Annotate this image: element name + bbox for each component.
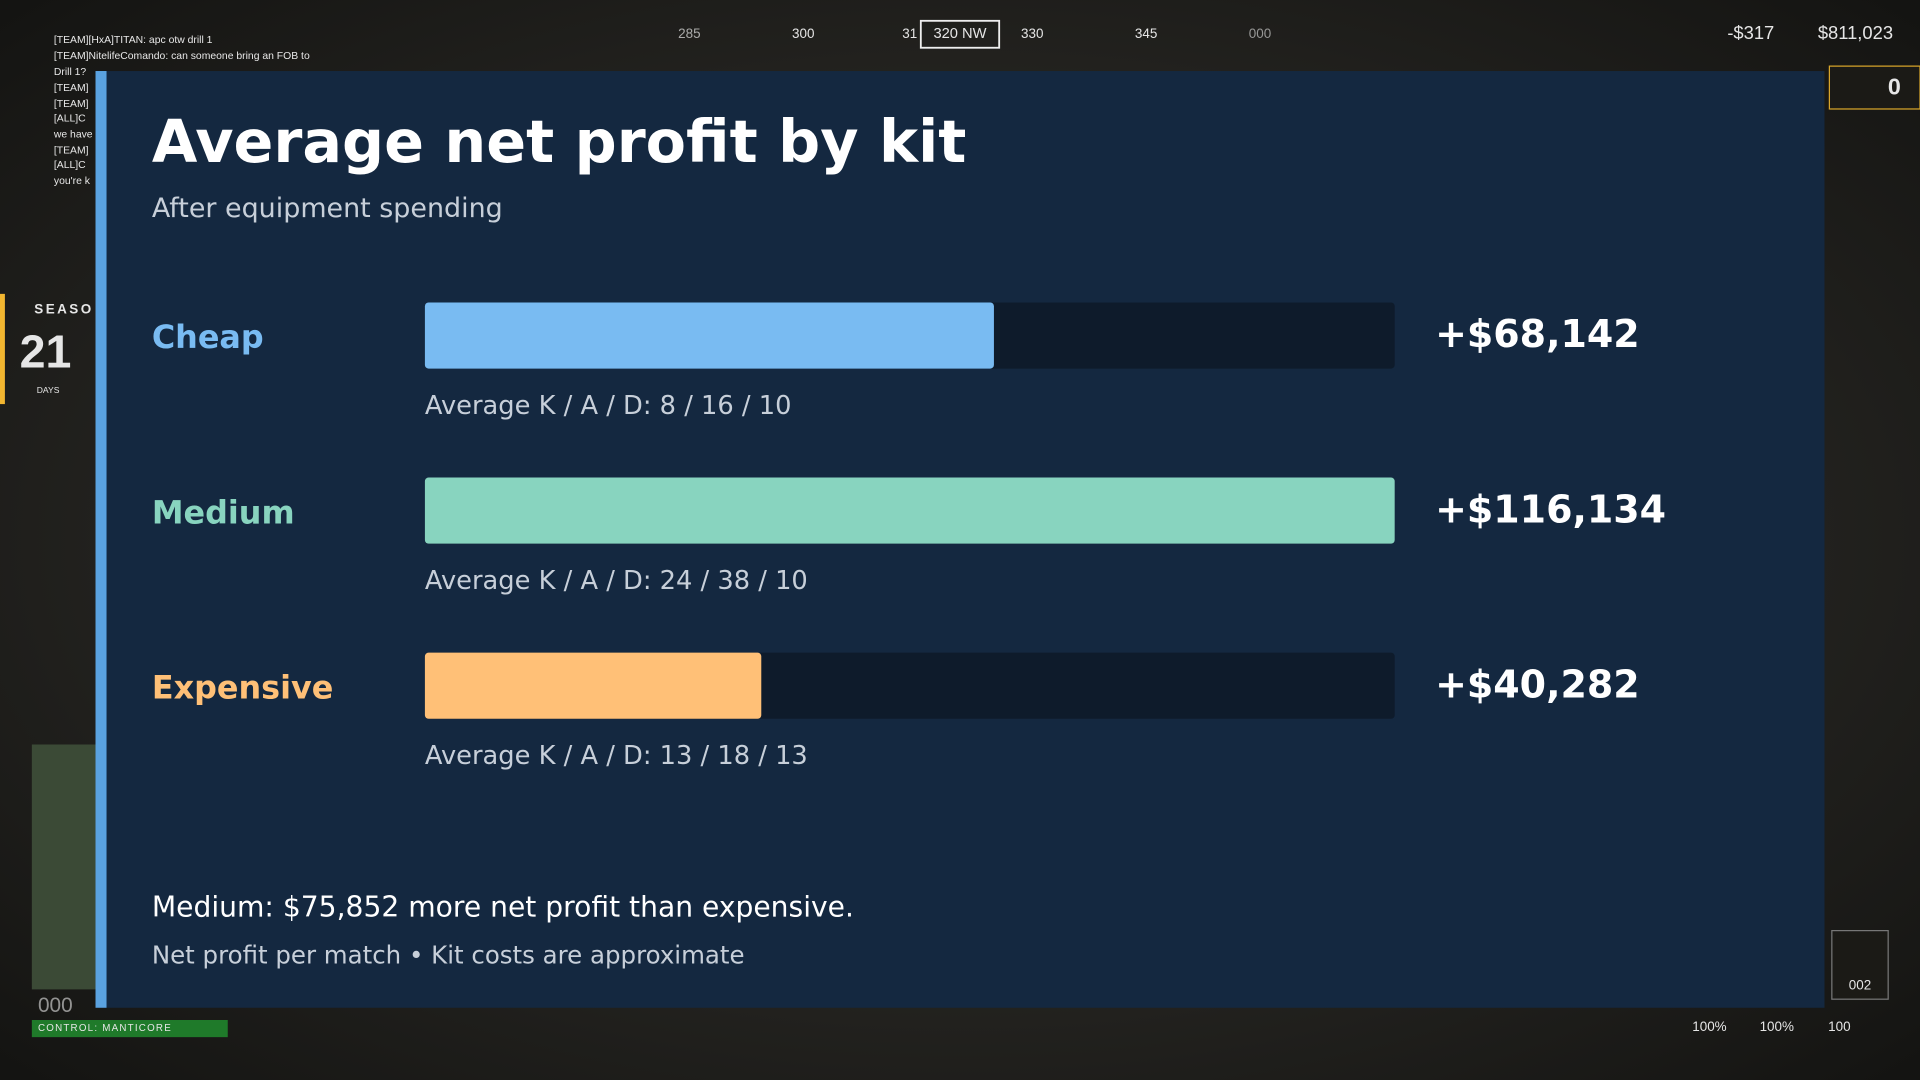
control: CONTROL: MANTICORE [38,1023,172,1034]
score: 000 [38,994,73,1017]
panel-accent [95,71,107,1008]
value-label: +$68,142 [1435,312,1640,356]
kda-annotation: Average K / A / D: 13 / 18 / 13 [425,741,808,771]
compass-label: 000 [1249,26,1271,41]
category-label: Expensive [152,668,333,706]
source-note: Net profit per match • Kit costs are app… [152,940,745,969]
bar [424,477,1395,544]
money: $811,023 [1818,22,1893,43]
season-accent [0,293,5,405]
chat-line: you're k [54,176,91,187]
value-label: +$40,282 [1435,662,1640,706]
compass-label: 345 [1135,26,1157,41]
compass-label: 31 [902,26,917,41]
chat-line: [ALL]C [54,114,86,125]
season: SEASO [34,301,93,316]
ammo-box [1831,930,1889,1000]
compass-label: 330 [1021,26,1043,41]
bar [424,302,994,369]
compass-label: 285 [678,26,700,41]
footnote: Medium: $75,852 more net profit than exp… [152,891,854,924]
status: 100% [1760,1019,1794,1034]
compass-heading: 320 NW [933,26,986,42]
value-label: +$116,134 [1435,487,1666,531]
gold-box [1828,65,1920,110]
chat-line: [ALL]C [54,160,86,171]
compass-box [919,19,1001,49]
ammo: 002 [1849,977,1871,992]
days-value: 21 [20,325,72,377]
category-label: Medium [152,493,295,531]
status: 100% [1692,1019,1726,1034]
bar-chart: Cheap +$68,142 Average K / A / D: 8 / 16 /… [152,302,1666,771]
compass-label: 300 [792,26,814,41]
chat-line: [TEAM]NitelifeComando: can someone bring… [54,51,310,62]
chat-line: [TEAM] [54,145,89,156]
chart-title: Average net profit by kit [152,107,966,176]
chat-line: [TEAM][HxA]TITAN: apc otw drill 1 [54,35,213,46]
days-label: DAYS [37,385,60,395]
chat-line: [TEAM] [54,99,89,110]
hud: 285 300 31 320 NW 330 345 000 -$317 $811… [0,19,1920,1038]
chat-line: [TEAM] [54,83,89,94]
kda-annotation: Average K / A / D: 24 / 38 / 10 [425,566,808,596]
minimap [31,744,106,990]
money-change: -$317 [1727,22,1774,43]
kda-annotation: Average K / A / D: 8 / 16 / 10 [425,391,792,421]
chat-line: we have [53,129,93,140]
status: 100 [1828,1019,1850,1034]
chart-subtitle: After equipment spending [152,193,503,224]
category-label: Cheap [152,318,264,356]
bar [424,652,762,719]
control-bar [31,1020,228,1038]
chat-line: Drill 1? [54,67,87,78]
gold: 0 [1888,73,1901,99]
